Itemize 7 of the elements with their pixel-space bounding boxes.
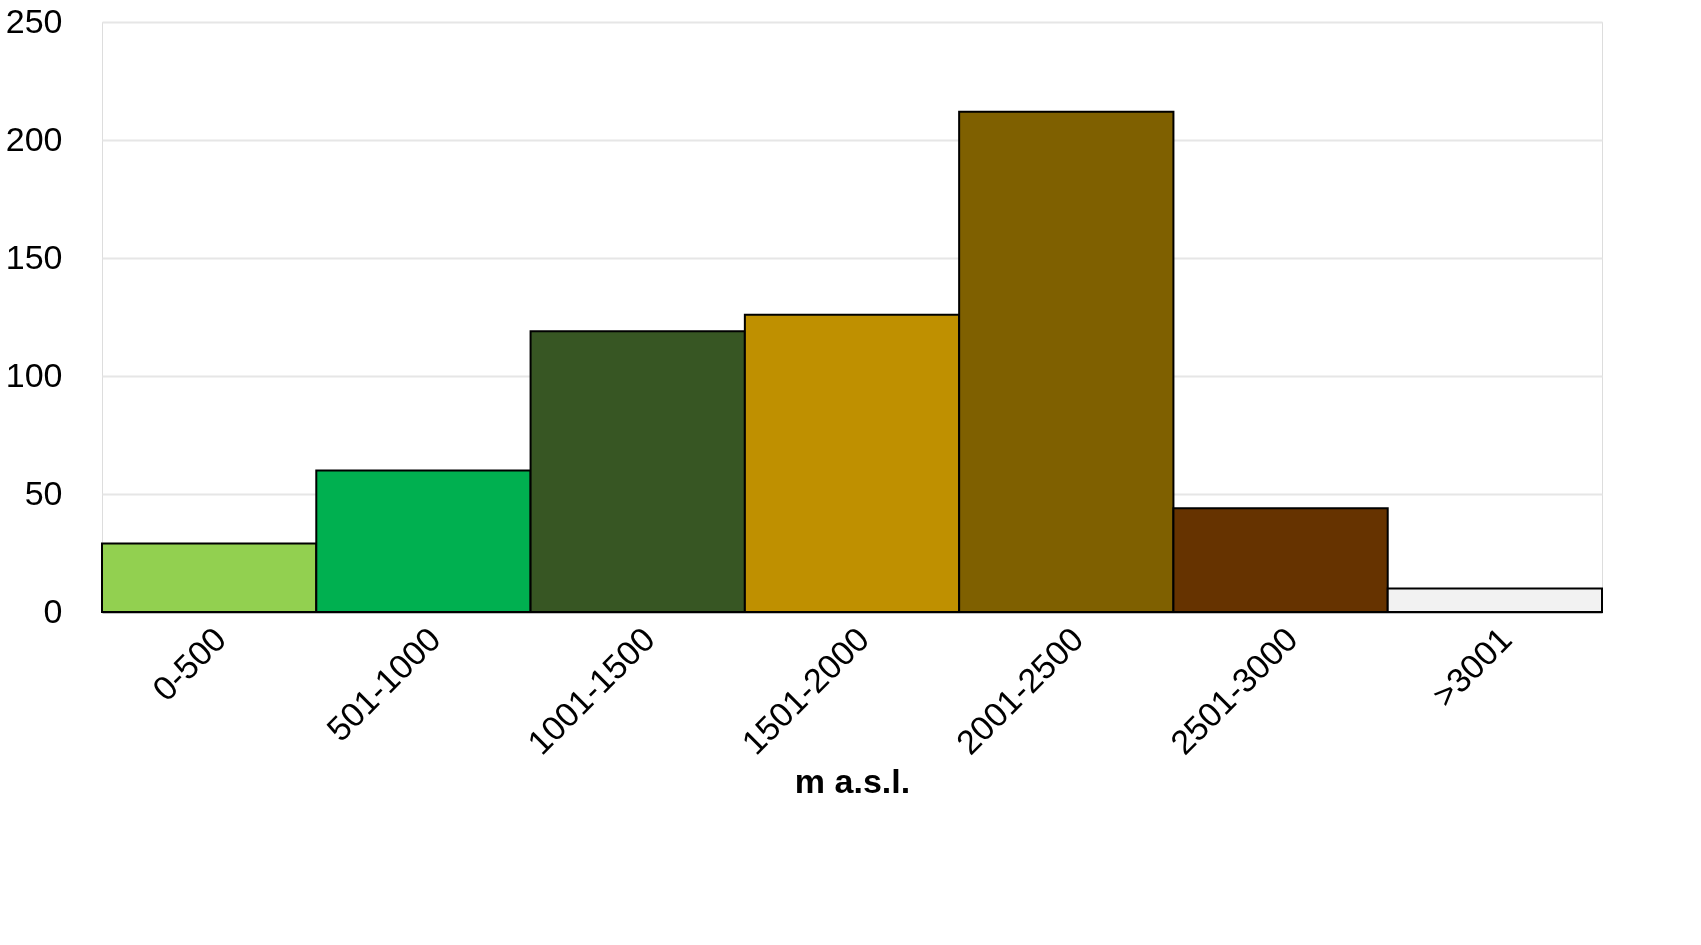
x-axis-title: m a.s.l. xyxy=(794,761,911,800)
y-tick-label: 250 xyxy=(5,1,63,40)
y-tick-label: 150 xyxy=(5,237,63,276)
y-tick-label: 0 xyxy=(43,591,63,630)
y-tick-label: 50 xyxy=(24,473,63,512)
y-tick-label: 200 xyxy=(5,119,63,158)
y-tick-label: 100 xyxy=(5,355,63,394)
